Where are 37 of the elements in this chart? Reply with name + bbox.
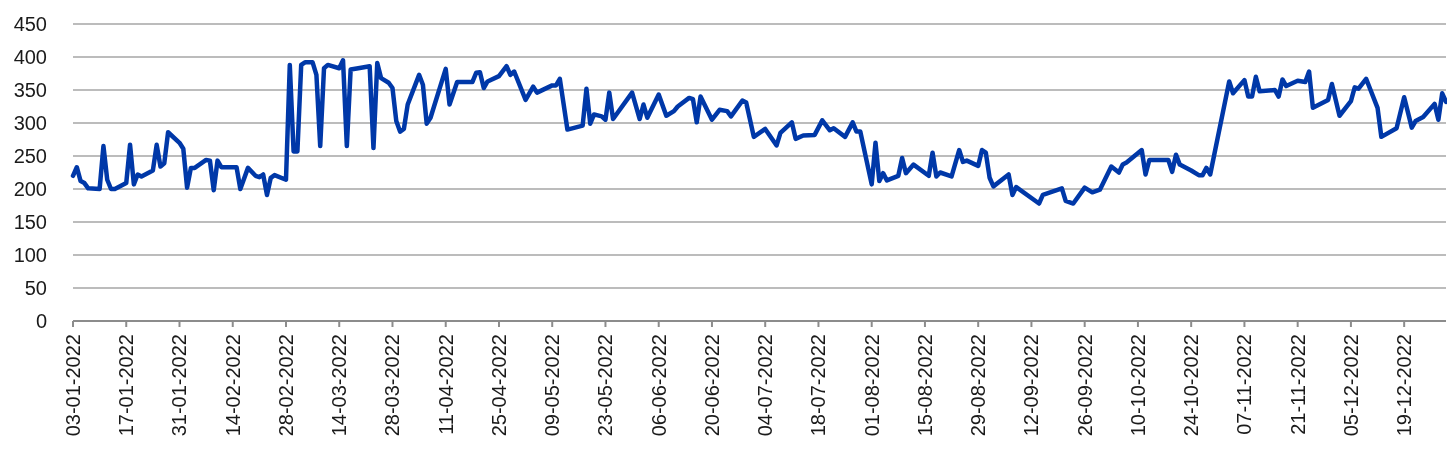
y-tick-label: 200 [13, 178, 47, 200]
x-tick-label: 07-11-2022 [1233, 334, 1256, 435]
x-tick-label: 29-08-2022 [967, 334, 990, 437]
y-tick-label: 450 [13, 13, 47, 35]
x-tick-label: 05-12-2022 [1339, 334, 1362, 437]
y-tick-label: 100 [13, 244, 47, 266]
x-tick-label: 19-12-2022 [1393, 334, 1416, 437]
y-tick-label: 400 [13, 46, 47, 68]
x-tick-label: 18-07-2022 [807, 334, 830, 437]
y-tick-label: 150 [13, 211, 47, 233]
x-tick-label: 25-04-2022 [487, 334, 510, 437]
x-tick-label: 10-10-2022 [1126, 334, 1149, 437]
x-tick-label: 24-10-2022 [1180, 334, 1203, 437]
x-tick-label: 15-08-2022 [913, 334, 936, 437]
x-tick-label: 23-05-2022 [594, 334, 617, 437]
y-tick-label: 50 [24, 277, 47, 299]
y-tick-label: 300 [13, 112, 47, 134]
x-tick-label: 09-05-2022 [541, 334, 564, 437]
x-tick-label: 12-09-2022 [1020, 334, 1043, 437]
x-tick-label: 26-09-2022 [1073, 334, 1096, 437]
x-tick-label: 03-01-2022 [62, 334, 84, 437]
x-tick-label: 28-03-2022 [381, 334, 404, 437]
line-series [70, 58, 1447, 206]
y-tick-label: 0 [35, 310, 47, 332]
x-tick-label: 14-03-2022 [328, 334, 351, 437]
x-tick-label: 17-01-2022 [115, 334, 138, 437]
x-tick-label: 04-07-2022 [754, 334, 777, 437]
x-tick-label: 21-11-2022 [1286, 334, 1309, 435]
x-tick-label: 01-08-2022 [860, 334, 883, 437]
y-tick-label: 350 [13, 79, 47, 101]
x-tick-label: 31-01-2022 [168, 334, 191, 437]
x-tick-label: 28-02-2022 [274, 334, 297, 437]
x-tick-label: 06-06-2022 [647, 334, 670, 437]
x-tick-label: 14-02-2022 [221, 334, 244, 437]
y-tick-label: 250 [13, 145, 47, 167]
x-tick-label: 11-04-2022 [434, 334, 457, 435]
x-tick-label: 20-06-2022 [700, 334, 723, 437]
